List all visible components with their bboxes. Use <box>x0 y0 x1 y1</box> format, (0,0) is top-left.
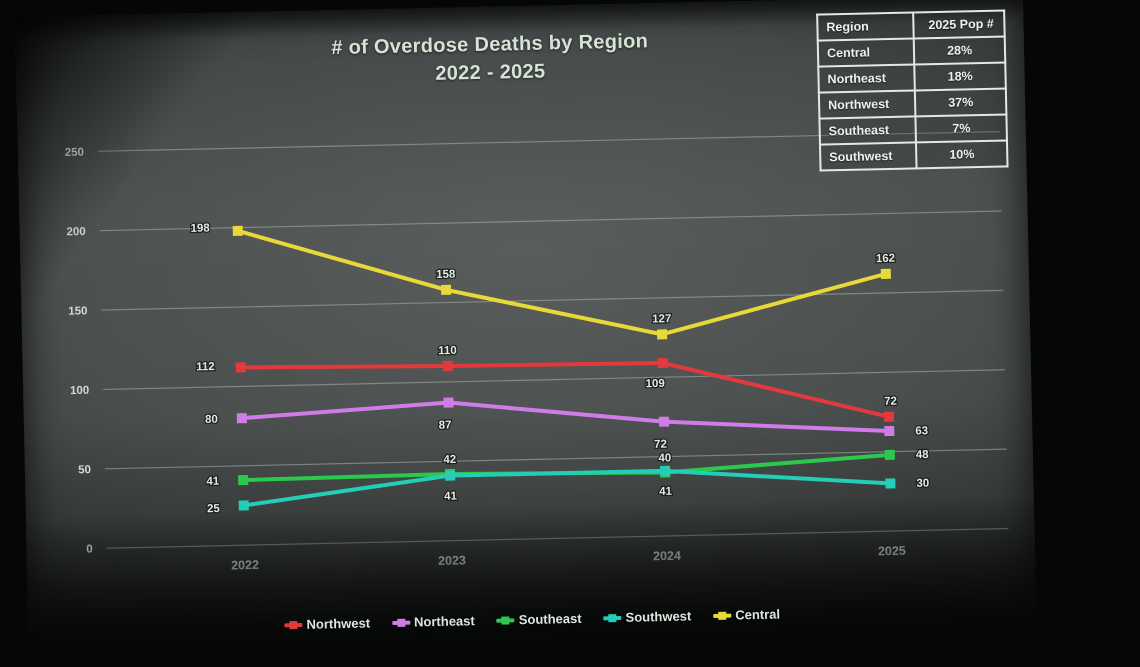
population-table-cell-pop: 7% <box>915 114 1008 143</box>
y-axis-tick-label: 50 <box>78 464 91 476</box>
data-point-northwest-2025 <box>883 411 895 422</box>
legend-label: Central <box>735 606 781 623</box>
data-point-southwest-2022 <box>238 500 249 511</box>
legend-label: Northwest <box>306 615 371 632</box>
data-point-central-2023 <box>440 284 452 295</box>
data-point-central-2022 <box>232 225 243 236</box>
series-northwest: 112 110 109 72 <box>195 344 898 422</box>
projected-slide: # of Overdose Deaths by Region 2022 - 20… <box>15 0 1037 667</box>
population-table-row: Northwest 37% <box>818 88 1007 119</box>
legend-marker-icon <box>284 620 303 629</box>
population-table-cell-region: Northwest <box>818 90 916 119</box>
legend-label: Northeast <box>413 613 475 630</box>
data-point-northeast-2022 <box>236 413 247 424</box>
data-label-central-2024: 127 <box>652 313 671 325</box>
data-point-southwest-2025 <box>885 478 896 489</box>
data-label-central-2022: 198 <box>190 222 210 234</box>
series-line-northwest <box>238 360 891 419</box>
legend-item-southwest: Southwest <box>603 608 691 625</box>
series-line-southwest <box>241 468 893 508</box>
overdose-deaths-line-chart: 0 50 100 150 200 250 2022 2023 2024 2025 112 110 109… <box>65 131 1009 573</box>
data-label-northwest-2022: 112 <box>196 361 215 373</box>
population-table-header-pop: 2025 Pop # <box>913 10 1006 39</box>
population-table-body: Central 28% Northeast 18% Northwest 37% Southe… <box>817 36 1008 171</box>
y-axis-tick-label: 250 <box>65 147 84 159</box>
data-point-central-2025 <box>880 268 891 279</box>
population-table-cell-region: Central <box>817 38 915 67</box>
x-axis-tick-label: 2022 <box>231 558 259 573</box>
data-point-northwest-2023 <box>442 360 453 372</box>
legend-label: Southwest <box>625 608 692 625</box>
legend-item-northeast: Northeast <box>392 613 475 630</box>
data-point-central-2024 <box>656 329 668 340</box>
series-line-central <box>235 228 888 337</box>
series-northeast: 80 87 72 63 <box>204 397 929 452</box>
data-label-southwest-2023: 41 <box>444 490 458 502</box>
legend-marker-icon <box>392 618 411 627</box>
data-label-southwest-2022: 25 <box>207 503 221 515</box>
series-central: 198 158 127 162 <box>189 221 896 340</box>
data-label-central-2023: 158 <box>436 269 456 281</box>
y-axis-tick-label: 200 <box>66 226 85 238</box>
data-point-southwest-2023 <box>445 470 456 481</box>
data-label-southeast-2025: 48 <box>916 449 930 461</box>
series-southwest: 25 41 41 30 <box>206 465 931 517</box>
gridline-y-250 <box>97 131 1000 152</box>
population-table-cell-region: Southeast <box>819 116 916 145</box>
legend-marker-icon <box>603 613 622 622</box>
gridline-y-200 <box>99 210 1002 232</box>
population-table-row: Northeast 18% <box>818 62 1007 93</box>
population-table-cell-pop: 28% <box>913 36 1006 65</box>
gridline-y-0 <box>106 527 1009 549</box>
legend-marker-icon <box>713 611 732 620</box>
data-label-southeast-2024: 40 <box>658 452 671 464</box>
y-axis-tick-label: 150 <box>68 305 87 317</box>
data-point-northwest-2022 <box>235 362 246 373</box>
population-table-cell-region: Southwest <box>820 142 917 171</box>
population-table-cell-region: Northeast <box>818 64 915 93</box>
gridline-y-100 <box>103 369 1005 391</box>
data-point-northeast-2025 <box>884 425 895 437</box>
data-label-northwest-2024: 109 <box>645 378 664 390</box>
x-axis-tick-label: 2024 <box>653 549 681 564</box>
population-table-row: Southeast 7% <box>819 114 1008 145</box>
data-point-southeast-2022 <box>238 474 249 486</box>
data-point-northwest-2024 <box>657 357 668 369</box>
data-label-northeast-2025: 63 <box>915 425 928 437</box>
x-axis-tick-label: 2023 <box>438 553 466 568</box>
population-table-cell-pop: 37% <box>914 88 1007 117</box>
gridline-y-150 <box>101 289 1004 311</box>
population-table-header-region: Region <box>817 12 914 41</box>
data-label-central-2025: 162 <box>876 253 895 265</box>
data-point-southwest-2024 <box>659 465 671 476</box>
legend-item-northwest: Northwest <box>284 615 370 632</box>
legend-label: Southeast <box>518 610 582 628</box>
data-label-northwest-2025: 72 <box>884 396 897 408</box>
population-table-header-row: Region 2025 Pop # <box>817 10 1006 41</box>
data-label-northeast-2023: 87 <box>439 419 452 431</box>
legend-item-central: Central <box>713 607 780 623</box>
population-table: Region 2025 Pop # Central 28% Northeast 18%… <box>816 9 1009 171</box>
y-axis-tick-label: 100 <box>70 385 89 397</box>
data-label-northeast-2022: 80 <box>205 414 218 426</box>
population-table-cell-pop: 10% <box>915 140 1008 169</box>
legend-item-southeast: Southeast <box>496 610 582 628</box>
population-table-cell-pop: 18% <box>914 62 1007 91</box>
data-label-northwest-2023: 110 <box>438 345 457 357</box>
data-point-northeast-2023 <box>443 397 454 408</box>
data-point-northeast-2024 <box>658 416 670 427</box>
data-label-southwest-2024: 41 <box>659 486 673 498</box>
series-line-northeast <box>239 400 892 434</box>
data-label-southeast-2022: 41 <box>206 476 220 488</box>
population-table-row: Southwest 10% <box>820 140 1008 171</box>
data-label-northeast-2024: 72 <box>654 439 667 451</box>
x-axis-tick-label: 2025 <box>878 544 906 559</box>
data-point-southeast-2025 <box>884 449 895 460</box>
legend-marker-icon <box>496 615 515 625</box>
data-label-southeast-2023: 42 <box>443 454 456 466</box>
data-label-southwest-2025: 30 <box>916 478 929 490</box>
population-table-row: Central 28% <box>817 36 1006 67</box>
y-axis-tick-label: 0 <box>86 544 93 556</box>
gridline-y-50 <box>104 448 1007 470</box>
